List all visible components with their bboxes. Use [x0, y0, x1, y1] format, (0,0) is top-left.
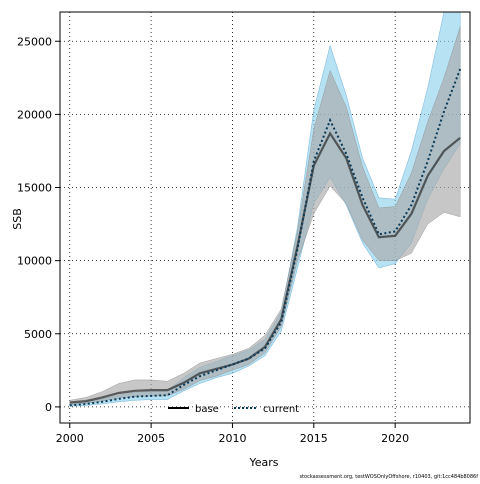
y-tick-label-0: 0 — [45, 401, 52, 414]
x-tick-label-2015: 2015 — [300, 432, 328, 445]
series-lines — [69, 68, 462, 407]
y-axis-title: SSB — [11, 208, 24, 230]
y-tick-label-5000: 5000 — [24, 328, 52, 341]
axes: 2000 2005 2010 2015 2020 0 5000 10000 15000 20000… — [17, 11, 471, 445]
x-axis-title: Years — [248, 456, 278, 469]
confidence-bands — [69, 12, 461, 407]
y-tick-label-25000: 25000 — [17, 35, 52, 48]
legend: base current — [168, 404, 299, 415]
plot-frame — [59, 11, 471, 424]
y-tick-label-15000: 15000 — [17, 182, 52, 195]
footer-note: stockassessment.org, testWOSOnlyOffshore… — [299, 474, 478, 480]
x-tick-label-2020: 2020 — [381, 432, 409, 445]
current-series-line — [69, 68, 462, 407]
legend-base-label: base — [195, 404, 219, 415]
grid-lines — [60, 12, 470, 423]
x-tick-label-2010: 2010 — [218, 432, 246, 445]
x-tick-label-2005: 2005 — [137, 432, 165, 445]
base-confidence-band — [69, 26, 461, 405]
base-series-line — [69, 131, 461, 404]
legend-current-label: current — [263, 404, 299, 415]
x-tick-label-2000: 2000 — [56, 432, 84, 445]
y-tick-label-10000: 10000 — [17, 255, 52, 268]
y-tick-label-20000: 20000 — [17, 108, 52, 121]
